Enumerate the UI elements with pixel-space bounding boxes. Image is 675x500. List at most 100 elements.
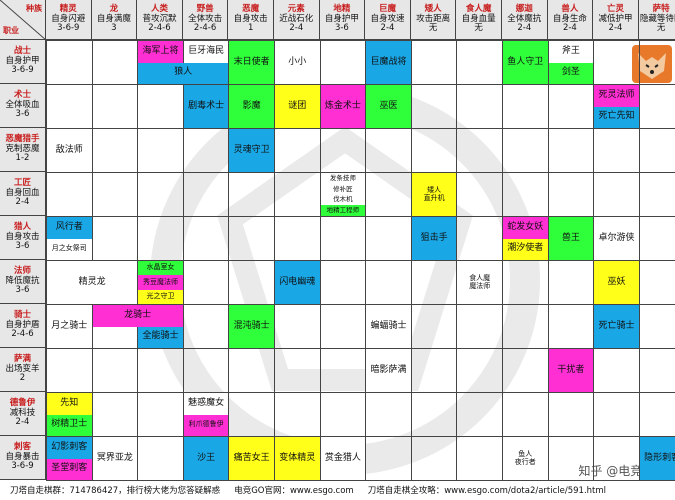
race-name: 元素 bbox=[287, 3, 305, 14]
class-name: 恶魔猎手 bbox=[5, 133, 40, 144]
hero-cell: 巫医 bbox=[366, 85, 411, 128]
race-effect: 自身生命 bbox=[552, 13, 587, 24]
race-name: 地精 bbox=[333, 3, 351, 14]
race-header: 龙自身满魔 3 bbox=[91, 0, 138, 40]
hero-cell: 食人魔 魔法师 bbox=[457, 261, 502, 304]
hero-cell: 秀豆魔法师 bbox=[138, 275, 183, 290]
class-name: 工匠 bbox=[13, 177, 31, 188]
hero-cell: 巨牙海民 bbox=[183, 41, 229, 63]
hero-cell: 赏金猎人 bbox=[320, 437, 366, 480]
footer: 刀塔自走棋群：714786427，排行榜大佬为您答疑解惑 电竞GO官网：www.… bbox=[0, 480, 675, 500]
race-header: 食人魔 自身血量无 bbox=[456, 0, 502, 40]
race-name: 萨特 bbox=[652, 3, 670, 14]
race-name: 精灵 bbox=[59, 3, 77, 14]
race-count: 2-4 bbox=[608, 23, 623, 34]
class-effect: 自身攻击 bbox=[5, 231, 40, 242]
class-name: 萨满 bbox=[13, 353, 31, 364]
class-axis-label: 职业 bbox=[3, 26, 19, 35]
hero-cell: 小小 bbox=[275, 41, 320, 84]
grid-line-h bbox=[46, 172, 675, 173]
race-name: 野兽 bbox=[196, 3, 214, 14]
race-count: 3-6-9 bbox=[57, 23, 80, 34]
grid-line-h bbox=[46, 260, 675, 261]
hero-cell: 修补匠 bbox=[320, 183, 366, 195]
race-count: 2-4-6 bbox=[148, 23, 171, 34]
class-name: 战士 bbox=[13, 45, 31, 56]
hero-cell: 光之守卫 bbox=[138, 289, 183, 304]
race-effect: 普攻沉默 bbox=[142, 13, 177, 24]
hero-cell: 死亡先知 bbox=[594, 106, 639, 128]
race-effect: 近战石化 bbox=[279, 13, 314, 24]
hero-cell: 谜团 bbox=[275, 85, 320, 128]
race-header: 兽人 自身生命 2-4 bbox=[547, 0, 594, 40]
race-effect: 攻击距离 bbox=[416, 13, 451, 24]
class-header: 猎人 自身攻击 3-6 bbox=[0, 216, 46, 260]
race-header: 矮人 攻击距离无 bbox=[410, 0, 457, 40]
race-effect: 自身满魔 bbox=[96, 13, 131, 24]
class-count: 1-2 bbox=[15, 153, 30, 164]
class-count: 2-4-6 bbox=[11, 329, 34, 340]
race-header: 巨魔 自身攻速 2-4 bbox=[365, 0, 411, 40]
race-name: 矮人 bbox=[424, 3, 442, 14]
class-effect: 自身暴击 bbox=[5, 451, 40, 462]
hero-cell: 暗影萨满 bbox=[366, 349, 411, 392]
hero-cell: 末日使者 bbox=[229, 41, 274, 84]
grid-line-h bbox=[46, 392, 675, 393]
class-name: 法师 bbox=[13, 265, 31, 276]
footer-group: 刀塔自走棋群：714786427，排行榜大佬为您答疑解惑 bbox=[10, 486, 221, 496]
grid-line-h bbox=[46, 348, 675, 349]
class-effect: 自身护盾 bbox=[5, 319, 40, 330]
race-header: 亡灵 减低护甲 2-4 bbox=[593, 0, 639, 40]
race-header: 娜迦 全体魔抗 2-4 bbox=[502, 0, 548, 40]
hero-cell: 狼人 bbox=[138, 62, 229, 84]
class-effect: 克制恶魔 bbox=[5, 143, 40, 154]
grid-line-h bbox=[46, 480, 675, 481]
footer-site: 电竞GO官网：www.esgo.com bbox=[234, 486, 354, 496]
hero-cell: 圣堂刺客 bbox=[47, 458, 92, 480]
class-effect: 减科技 bbox=[9, 407, 36, 418]
race-header: 精灵 自身闪避 3-6-9 bbox=[46, 0, 92, 40]
class-count: 2 bbox=[19, 373, 26, 384]
race-count: 3 bbox=[111, 23, 117, 34]
class-count: 2-4 bbox=[15, 197, 30, 208]
hero-cell: 月之骑士 bbox=[47, 305, 92, 348]
hero-cell: 狙击手 bbox=[411, 217, 457, 260]
race-count: 无 bbox=[474, 23, 483, 34]
hero-cell: 全能骑士 bbox=[138, 326, 183, 348]
class-count: 2-4 bbox=[15, 417, 30, 428]
hero-cell: 精灵龙 bbox=[47, 261, 138, 304]
hero-cell: 斧王 bbox=[548, 41, 594, 63]
grid-line-h bbox=[46, 436, 675, 437]
race-header: 地精 自身护甲 3-6 bbox=[319, 0, 366, 40]
race-effect: 隐藏等待区 bbox=[639, 13, 675, 24]
class-name: 刺客 bbox=[13, 441, 31, 452]
table-corner: 种族 职业 bbox=[0, 0, 46, 40]
class-count: 3-6-9 bbox=[11, 65, 34, 76]
race-header: 野兽 全体攻击 2-4-6 bbox=[182, 0, 229, 40]
race-name: 巨魔 bbox=[378, 3, 396, 14]
hero-cell: 发条技师 bbox=[320, 173, 366, 184]
class-header: 萨满 出场变羊 2 bbox=[0, 348, 46, 392]
hero-cell: 利爪德鲁伊 bbox=[183, 414, 229, 436]
hero-cell: 混沌骑士 bbox=[229, 305, 274, 348]
grid-line-h bbox=[46, 128, 675, 129]
race-name: 食人魔 bbox=[465, 3, 492, 14]
class-effect: 自身回血 bbox=[5, 187, 40, 198]
hero-cell: 巨魔战将 bbox=[366, 41, 411, 84]
race-effect: 自身血量 bbox=[461, 13, 496, 24]
hero-cell: 炼金术士 bbox=[320, 85, 366, 128]
race-count: 2-4-6 bbox=[193, 23, 217, 34]
race-name: 龙 bbox=[109, 3, 119, 14]
hero-cell: 敌法师 bbox=[47, 129, 92, 172]
race-header: 元素 近战石化 2-4 bbox=[274, 0, 320, 40]
hero-cell: 闪电幽魂 bbox=[275, 261, 320, 304]
hero-cell: 冥界亚龙 bbox=[92, 437, 138, 480]
class-header: 刺客 自身暴击 3-6-9 bbox=[0, 436, 46, 480]
class-header: 工匠 自身回血 2-4 bbox=[0, 172, 46, 216]
race-count: 无 bbox=[428, 23, 438, 34]
fox-logo-icon bbox=[632, 45, 672, 83]
race-effect: 自身护甲 bbox=[324, 13, 359, 24]
race-name: 亡灵 bbox=[606, 3, 624, 14]
race-effect: 全体攻击 bbox=[188, 13, 223, 24]
hero-cell: 潮汐使者 bbox=[503, 238, 548, 260]
